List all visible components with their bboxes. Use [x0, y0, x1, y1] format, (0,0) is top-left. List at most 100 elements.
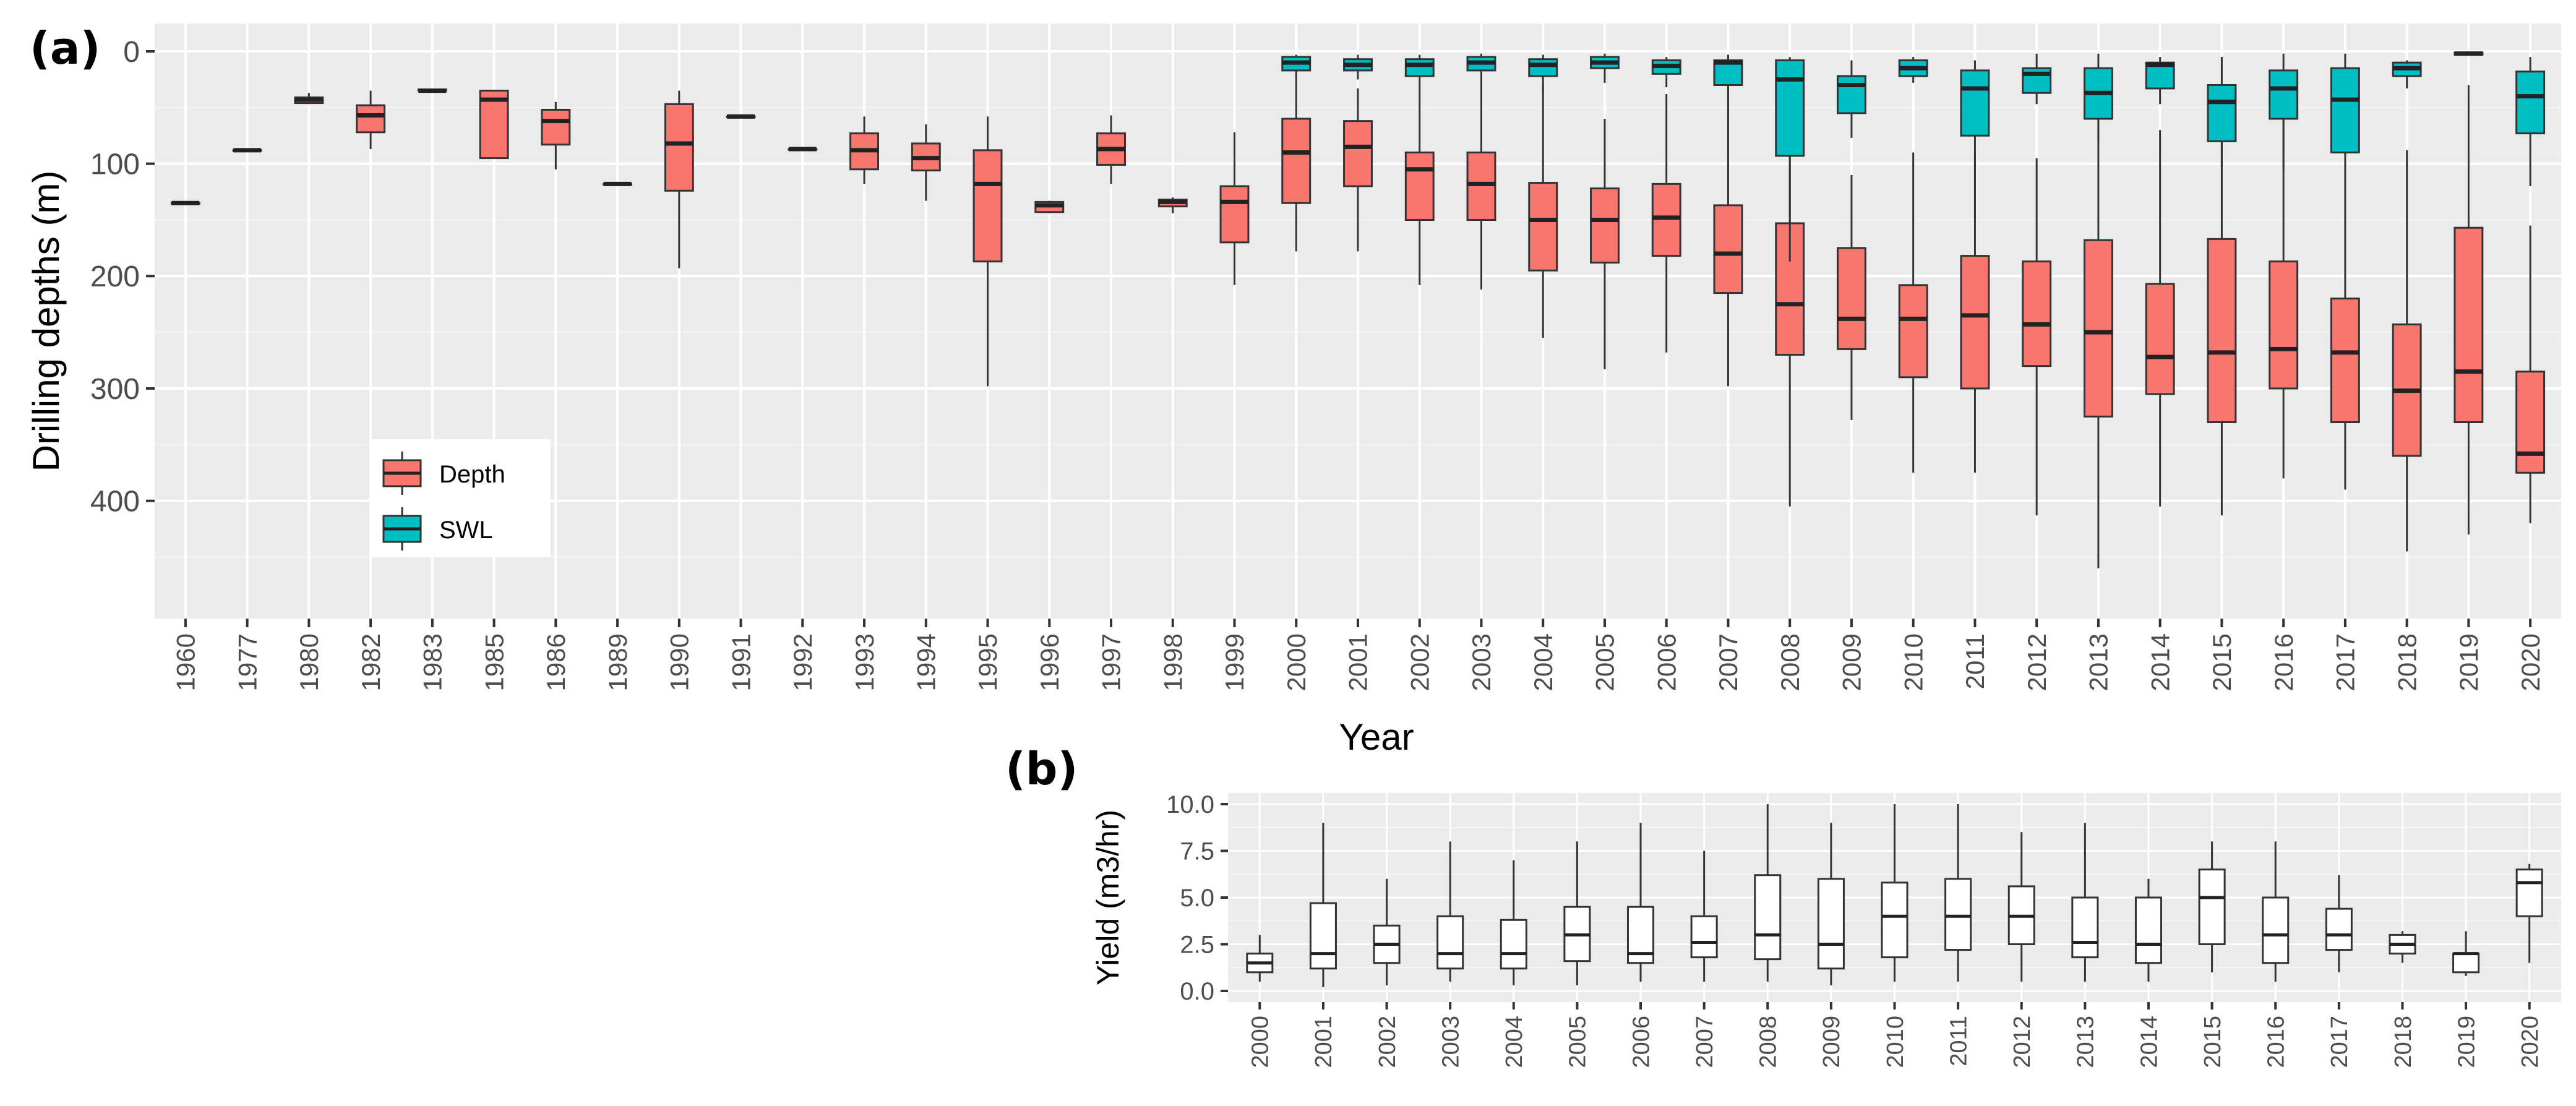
- box-depth-2007: [1713, 85, 1743, 387]
- box-body: [1837, 247, 1866, 350]
- box-body: [1343, 120, 1373, 187]
- box-body: [1817, 878, 1845, 970]
- box-depth-2005: [1590, 119, 1620, 370]
- box-body: [2134, 896, 2163, 964]
- box-yield-2018: [2389, 931, 2416, 963]
- box-body: [1960, 255, 1990, 390]
- x-tick-label: 1960: [171, 633, 200, 691]
- x-tick-label: 2016: [2269, 633, 2298, 691]
- x-tick-label: 2004: [1501, 1016, 1527, 1068]
- x-tick-label: 2000: [1282, 633, 1311, 691]
- box-yield-2005: [1563, 841, 1591, 985]
- x-tick-label: 2010: [1899, 633, 1928, 691]
- box-yield-2008: [1754, 804, 1782, 982]
- box-depth-2010: [1898, 152, 1928, 473]
- box-depth-1997: [1096, 115, 1126, 184]
- x-tick-label: 2010: [1883, 1016, 1908, 1068]
- x-tick-label: 2006: [1652, 633, 1681, 691]
- x-tick-label: 1982: [356, 633, 385, 691]
- y-tick-label: 5.0: [1180, 885, 1214, 912]
- x-tick-label: 2019: [2454, 633, 2483, 691]
- x-tick-label: 1986: [541, 633, 570, 691]
- box-depth-1960: [170, 200, 200, 205]
- x-tick-label: 2013: [2073, 1016, 2099, 1068]
- x-tick-label: 2012: [2009, 1016, 2035, 1068]
- x-tick-label: 1998: [1158, 633, 1187, 691]
- x-tick-label: 1980: [294, 633, 324, 691]
- box-body: [2207, 238, 2237, 423]
- panel-b-y-axis-title: Yield (m3/hr): [1091, 810, 1125, 985]
- box-depth-1993: [849, 116, 879, 184]
- box-yield-2015: [2198, 841, 2226, 972]
- x-tick-label: 1999: [1220, 633, 1249, 691]
- box-swl-2000: [1281, 54, 1312, 76]
- x-tick-label: 2006: [1628, 1016, 1654, 1068]
- box-swl-2019: [2454, 51, 2484, 56]
- x-tick-label: 2008: [1756, 1016, 1782, 1068]
- box-swl-2013: [2083, 53, 2113, 142]
- box-depth-1977: [232, 148, 262, 153]
- box-body: [2515, 371, 2546, 474]
- box-swl-2018: [2392, 60, 2422, 88]
- x-tick-label: 1991: [726, 633, 755, 691]
- box-depth-1999: [1219, 132, 1250, 285]
- y-tick-label: 10.0: [1166, 791, 1214, 818]
- box-swl-2015: [2207, 57, 2237, 168]
- box-body: [2083, 239, 2113, 418]
- x-tick-label: 2014: [2136, 1016, 2162, 1068]
- box-depth-1983: [417, 88, 447, 93]
- box-depth-2013: [2083, 75, 2113, 568]
- box-depth-1994: [911, 124, 941, 201]
- box-depth-1980: [294, 93, 324, 105]
- box-depth-1996: [1034, 200, 1065, 213]
- box-body: [2198, 868, 2226, 945]
- panel-b-boxes: [1246, 804, 2543, 987]
- panel-a-boxes: [170, 51, 2546, 568]
- box-depth-2004: [1528, 85, 1558, 338]
- box-yield-2013: [2071, 823, 2099, 982]
- box-body: [2207, 84, 2237, 142]
- y-tick-label: 400: [90, 485, 140, 518]
- box-depth-1998: [1157, 197, 1188, 213]
- box-depth-2011: [1960, 152, 1990, 473]
- box-body: [1309, 902, 1337, 970]
- x-tick-label: 2015: [2200, 1016, 2226, 1068]
- x-tick-label: 2007: [1692, 1016, 1718, 1068]
- panel-a-legend: Depth SWL: [371, 439, 551, 557]
- box-body: [1881, 881, 1908, 959]
- box-body: [2330, 67, 2360, 153]
- x-tick-label: 2007: [1714, 633, 1743, 691]
- x-tick-label: 1989: [603, 633, 632, 691]
- panel-b-yield-chart: (b) 0.02.55.07.510.0 2000 2001 2002 2003 200…: [1005, 743, 2561, 1068]
- box-body: [1837, 75, 1866, 114]
- box-body: [1404, 58, 1435, 77]
- panel-b-y-ticks: 0.0 2.5 5.0 7.5 10.0: [1166, 791, 1228, 1005]
- box-yield-2016: [2262, 841, 2290, 982]
- box-swl-2008: [1775, 57, 1805, 262]
- x-tick-label: 2008: [1775, 633, 1805, 691]
- panel-a-label: (a): [30, 22, 100, 74]
- panel-b-label: (b): [1005, 743, 1078, 795]
- box-body: [1219, 185, 1250, 244]
- legend-key-swl: [382, 507, 422, 551]
- box-body: [2452, 953, 2480, 974]
- box-body: [972, 149, 1003, 263]
- box-depth-1990: [664, 90, 694, 268]
- y-tick-label: 0.0: [1180, 978, 1214, 1005]
- panel-a-x-axis-title: Year: [1339, 716, 1414, 758]
- panel-a-y-ticks: 0 100 200 300 400: [90, 36, 155, 518]
- box-depth-1995: [972, 116, 1003, 387]
- box-yield-2011: [1944, 804, 1972, 982]
- box-body: [2022, 260, 2052, 367]
- x-tick-label: 1990: [665, 633, 694, 691]
- box-swl-2005: [1590, 53, 1620, 83]
- x-tick-label: 2009: [1837, 633, 1866, 691]
- x-tick-label: 2005: [1565, 1016, 1591, 1068]
- box-body: [2515, 868, 2543, 917]
- box-depth-2015: [2207, 116, 2237, 516]
- box-depth-2012: [2022, 158, 2052, 516]
- box-body: [1528, 182, 1558, 272]
- panel-a-x-ticks: 1960 1977 1980 1982 1983 1985 1986 1989 1990 1991…: [171, 619, 2545, 691]
- x-tick-label: 2015: [2207, 633, 2236, 691]
- x-tick-label: 2020: [2517, 1016, 2543, 1068]
